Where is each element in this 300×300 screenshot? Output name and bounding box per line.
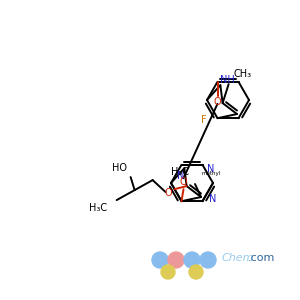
Circle shape xyxy=(161,265,175,279)
Text: N: N xyxy=(208,194,216,204)
Circle shape xyxy=(168,252,184,268)
Circle shape xyxy=(184,252,200,268)
Circle shape xyxy=(152,252,168,268)
Text: H₃C: H₃C xyxy=(171,167,189,177)
Text: N: N xyxy=(206,164,214,174)
Circle shape xyxy=(189,265,203,279)
Circle shape xyxy=(200,252,216,268)
Text: NH: NH xyxy=(220,75,235,85)
Text: O: O xyxy=(165,188,172,198)
Text: O: O xyxy=(214,97,221,107)
Text: .com: .com xyxy=(248,253,275,263)
Text: Chem: Chem xyxy=(222,253,254,263)
Text: H₃C: H₃C xyxy=(88,203,106,213)
Text: methyl: methyl xyxy=(201,170,220,175)
Text: F: F xyxy=(201,115,206,125)
Text: CH₃: CH₃ xyxy=(234,69,252,79)
Text: O: O xyxy=(180,177,187,187)
Text: N: N xyxy=(177,171,184,181)
Text: HO: HO xyxy=(112,163,127,173)
